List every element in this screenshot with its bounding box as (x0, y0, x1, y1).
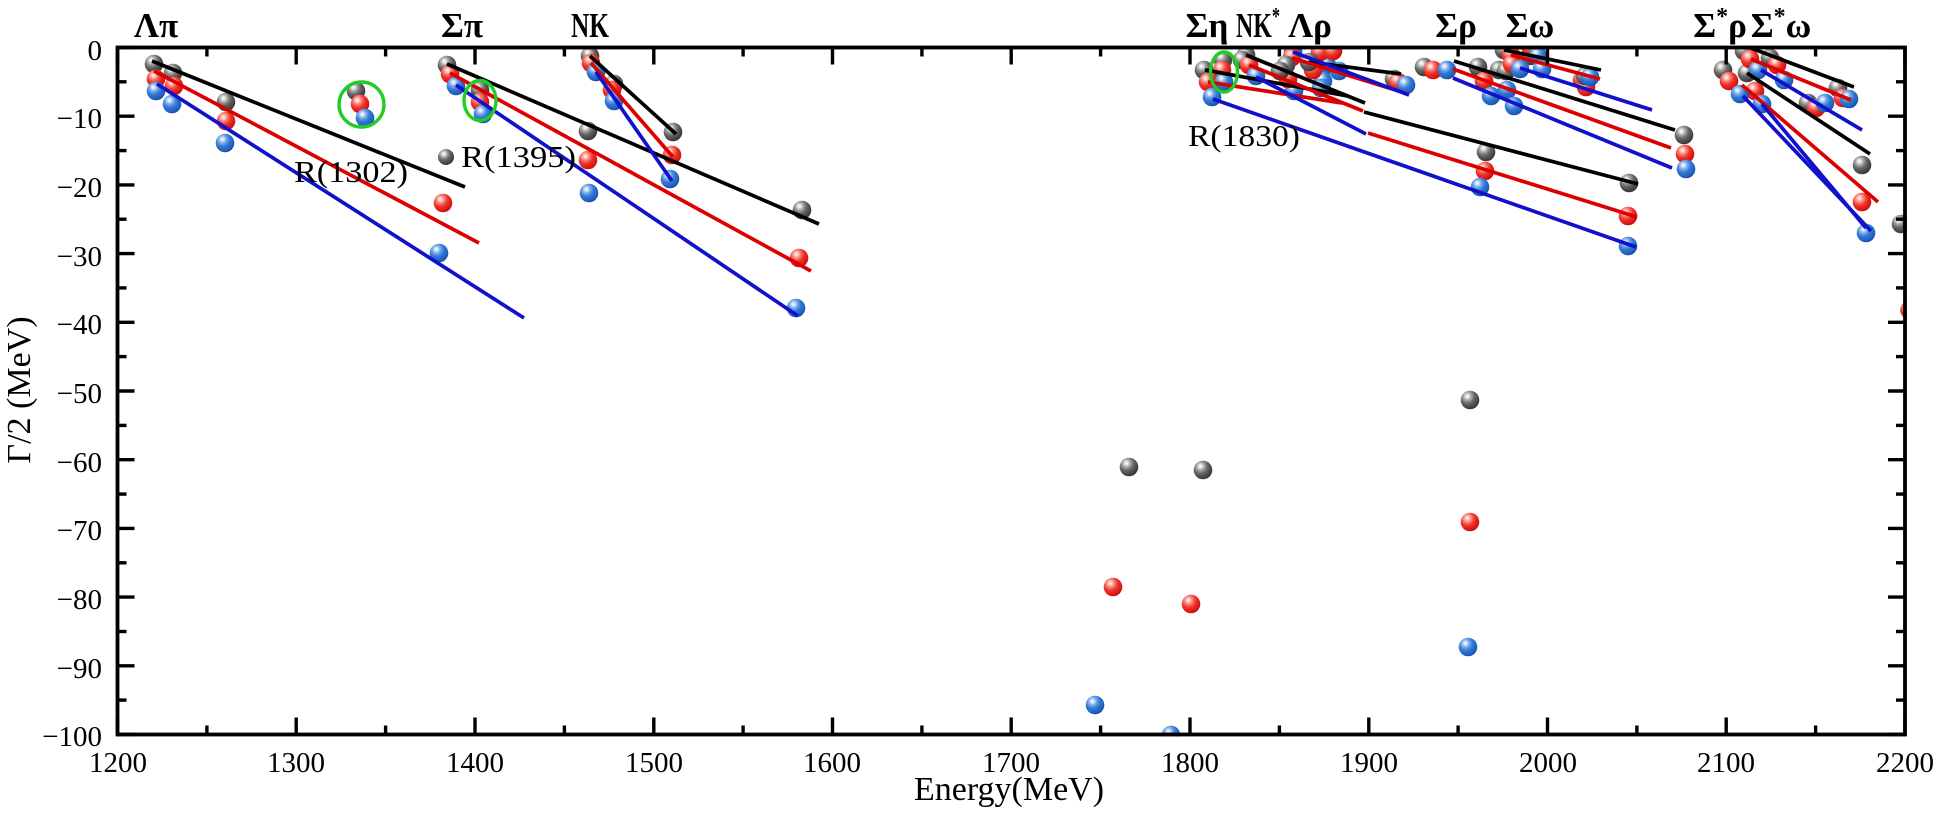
svg-text:Σρ: Σρ (1435, 6, 1477, 45)
svg-text:−50: −50 (57, 378, 102, 410)
svg-text:1500: 1500 (625, 747, 683, 779)
svg-text:1400: 1400 (446, 747, 504, 779)
svg-text:R(1830): R(1830) (1188, 118, 1300, 153)
svg-text:1600: 1600 (803, 747, 861, 779)
svg-text:1200: 1200 (89, 747, 147, 779)
svg-text:1700: 1700 (982, 747, 1040, 779)
svg-text:−100: −100 (42, 721, 102, 753)
svg-text:−90: −90 (57, 653, 102, 685)
svg-text:−40: −40 (57, 309, 102, 341)
svg-text:2100: 2100 (1697, 747, 1755, 779)
svg-text:R(1302): R(1302) (294, 154, 408, 189)
svg-text:1800: 1800 (1161, 747, 1219, 779)
svg-text:2000: 2000 (1519, 747, 1577, 779)
svg-text:R(1395): R(1395) (461, 139, 576, 174)
svg-text:Σπ: Σπ (441, 6, 483, 45)
svg-text:Ση: Ση (1186, 6, 1229, 45)
svg-text:−70: −70 (57, 515, 102, 547)
svg-text:Λπ: Λπ (134, 6, 178, 45)
svg-text:Λρ: Λρ (1288, 6, 1332, 45)
svg-text:−10: −10 (57, 103, 102, 135)
svg-text:2200: 2200 (1876, 747, 1934, 779)
svg-text:Σω: Σω (1506, 6, 1554, 45)
svg-text:1900: 1900 (1340, 747, 1398, 779)
svg-text:0: 0 (88, 35, 103, 67)
svg-text:−30: −30 (57, 241, 102, 273)
svg-text:−60: −60 (57, 447, 102, 479)
svg-text:−80: −80 (57, 584, 102, 616)
svg-text:Energy(MeV): Energy(MeV) (914, 771, 1104, 808)
svg-text:NK: NK (571, 6, 609, 45)
svg-text:Γ/2 (MeV): Γ/2 (MeV) (1, 316, 38, 463)
svg-text:−20: −20 (57, 172, 102, 204)
svg-text:1300: 1300 (267, 747, 325, 779)
svg-text:Σ*ρ: Σ*ρ (1693, 4, 1747, 45)
